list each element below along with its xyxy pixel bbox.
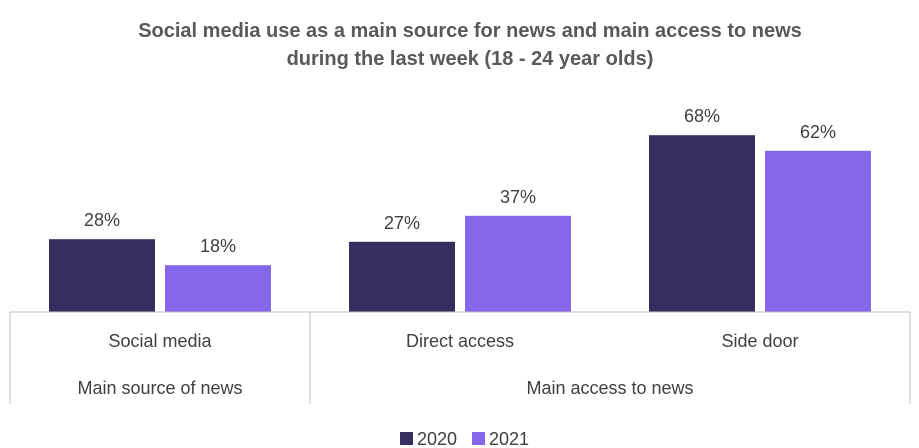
chart-title: Social media use as a main source for ne… [138,20,802,70]
bar-2020-social-media [49,239,155,312]
data-label-2021-side-door: 62% [800,122,836,142]
bar-2021-social-media [165,265,271,312]
chart-title-line-2: during the last week (18 - 24 year olds) [287,48,654,70]
bar-2020-direct-access [349,241,455,312]
group-label: Main source of news [77,378,242,398]
bar-2021-direct-access [465,215,571,312]
group-label: Main access to news [526,378,693,398]
category-label: Social media [108,331,212,351]
chart-title-line-1: Social media use as a main source for ne… [138,20,802,42]
plot-area: 28% 18% 27% 37% 68% 62% [49,106,871,312]
legend-swatch-2021 [472,432,485,445]
data-label-2020-direct-access: 27% [384,213,420,233]
data-label-2020-side-door: 68% [684,106,720,126]
legend-label-2021: 2021 [489,429,529,448]
category-label: Side door [721,331,798,351]
data-label-2020-social-media: 28% [84,210,120,230]
data-label-2021-direct-access: 37% [500,187,536,207]
bar-2020-side-door [649,135,755,312]
legend-label-2020: 2020 [417,429,457,448]
data-label-2021-social-media: 18% [200,236,236,256]
legend-swatch-2020 [400,432,413,445]
category-axis: Social media Direct access Side door Main s… [9,311,911,404]
bar-2021-side-door [765,150,871,312]
legend: 2020 2021 [400,429,529,448]
category-label: Direct access [406,331,514,351]
